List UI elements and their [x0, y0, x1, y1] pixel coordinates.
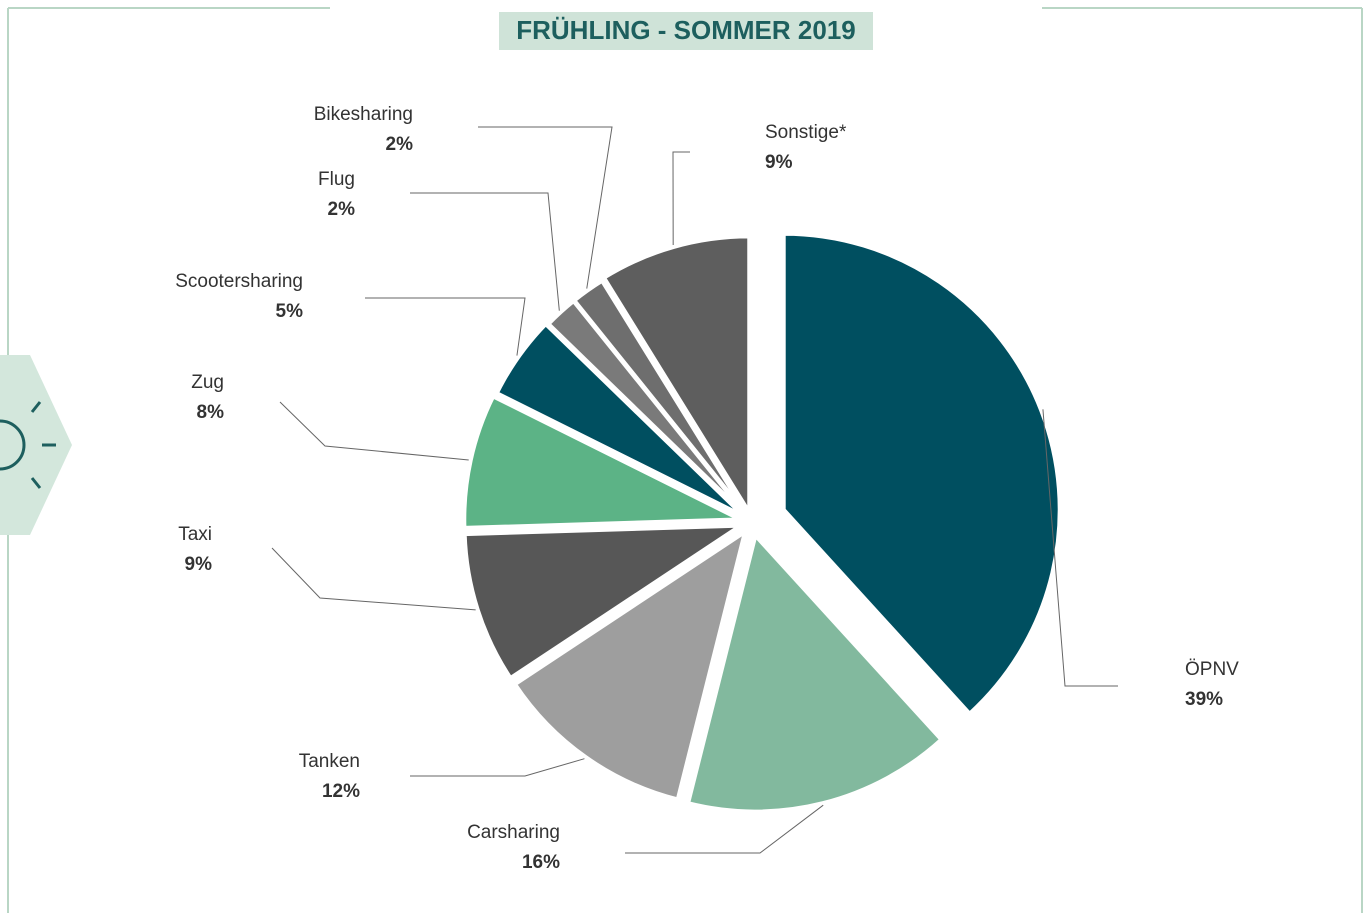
slice-label: Flug	[318, 169, 355, 190]
slice-label: Bikesharing	[314, 104, 413, 125]
pie-slice	[781, 231, 1062, 717]
slice-value-label: 2%	[386, 134, 414, 155]
title-bg	[499, 12, 873, 50]
leader-line	[1042, 409, 1118, 687]
slice-label: Carsharing	[467, 822, 560, 843]
slice-value-label: 39%	[1185, 689, 1223, 710]
leader-line	[365, 297, 526, 356]
pie-slice	[462, 393, 742, 530]
slice-value-label: 2%	[328, 199, 356, 220]
leader-line	[672, 151, 690, 245]
pie-slice	[494, 321, 746, 519]
leader-line	[410, 758, 585, 777]
frame	[0, 7, 1363, 913]
chart-title: FRÜHLING - SOMMER 2019	[516, 15, 856, 45]
slice-value-label: 16%	[522, 852, 560, 873]
leader-line	[625, 804, 824, 854]
slice-label: Tanken	[299, 751, 360, 772]
leader-line	[410, 192, 560, 311]
leader-line	[271, 547, 476, 611]
slice-label: ÖPNV	[1185, 659, 1239, 680]
leader-line	[478, 126, 613, 289]
slice-label: Sonstige*	[765, 122, 847, 143]
pie-slice	[685, 531, 945, 814]
slice-value-label: 12%	[322, 781, 360, 802]
slice-value-label: 8%	[197, 402, 225, 423]
slice-value-label: 5%	[276, 301, 304, 322]
slice-label: Zug	[191, 372, 224, 393]
pie-slice	[571, 278, 750, 517]
pie-slice	[512, 527, 749, 802]
leader-line	[279, 401, 469, 461]
slice-label: Taxi	[178, 524, 212, 545]
pie-slice	[462, 523, 748, 681]
pie-slice	[601, 234, 752, 520]
slice-label: Scootersharing	[175, 271, 303, 292]
slice-value-label: 9%	[765, 152, 793, 173]
slice-value-label: 9%	[185, 554, 213, 575]
